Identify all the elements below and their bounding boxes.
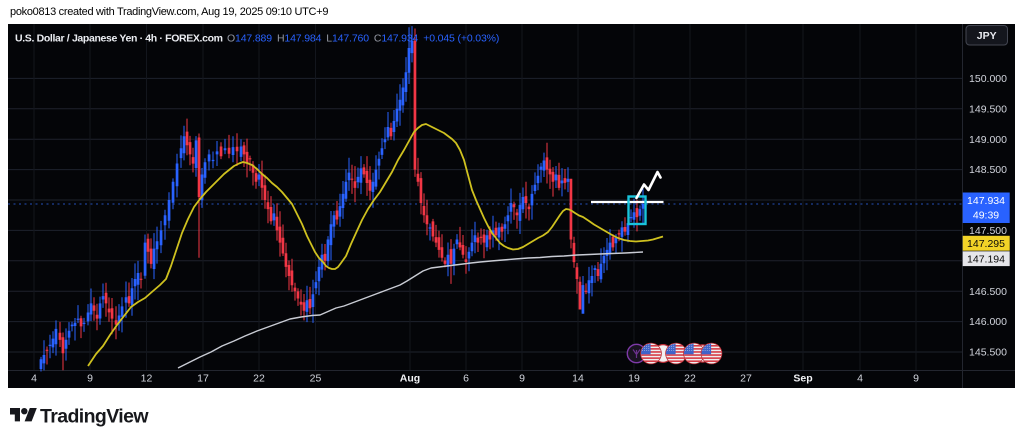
svg-text:19: 19 xyxy=(628,373,640,385)
svg-text:4: 4 xyxy=(857,373,863,385)
svg-text:6: 6 xyxy=(463,373,469,385)
svg-text:9: 9 xyxy=(913,373,919,385)
svg-text:9: 9 xyxy=(87,373,93,385)
svg-text:Aug: Aug xyxy=(400,373,420,385)
svg-text:12: 12 xyxy=(141,373,153,385)
svg-text:4: 4 xyxy=(31,373,37,385)
svg-text:146.500: 146.500 xyxy=(969,286,1007,298)
svg-text:149.000: 149.000 xyxy=(969,134,1007,146)
svg-text:TradingView: TradingView xyxy=(40,406,149,428)
svg-text:147.500: 147.500 xyxy=(969,225,1007,237)
svg-text:JPY: JPY xyxy=(977,30,997,42)
svg-text:49:39: 49:39 xyxy=(973,210,999,222)
svg-text:22: 22 xyxy=(253,373,265,385)
svg-text:145.500: 145.500 xyxy=(969,347,1007,359)
svg-text:22: 22 xyxy=(684,373,696,385)
svg-text:9: 9 xyxy=(519,373,525,385)
svg-text:147.934: 147.934 xyxy=(967,195,1005,207)
svg-text:U.S. Dollar / Japanese Yen · 4: U.S. Dollar / Japanese Yen · 4h · FOREX.… xyxy=(15,33,223,45)
svg-text:17: 17 xyxy=(197,373,209,385)
svg-text:148.500: 148.500 xyxy=(969,164,1007,176)
svg-text:27: 27 xyxy=(740,373,752,385)
svg-text:Sep: Sep xyxy=(793,373,812,385)
svg-text:150.000: 150.000 xyxy=(969,73,1007,85)
svg-text:14: 14 xyxy=(572,373,584,385)
svg-text:149.500: 149.500 xyxy=(969,103,1007,115)
svg-text:25: 25 xyxy=(310,373,322,385)
svg-text:147.295: 147.295 xyxy=(967,238,1005,250)
svg-text:146.000: 146.000 xyxy=(969,316,1007,328)
svg-text:147.194: 147.194 xyxy=(967,253,1005,265)
